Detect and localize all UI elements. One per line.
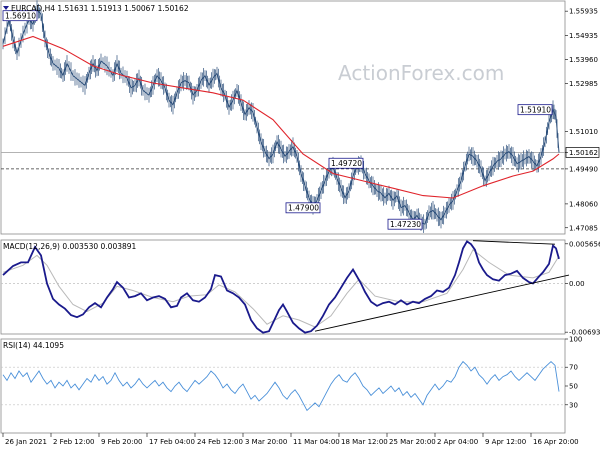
moving-average-line: [2, 35, 560, 199]
price-label-text: 1.56910: [5, 11, 36, 20]
x-tick-label: 18 Mar 12:00: [341, 438, 388, 446]
rsi-panel: [0, 338, 566, 434]
y-tick-label: 1.50162: [569, 149, 598, 157]
price-label: 1.47230: [387, 218, 423, 230]
price-label-box: [2, 10, 38, 22]
x-tick-label: 24 Feb 12:00: [197, 438, 243, 446]
price-label: 1.56910: [2, 10, 38, 22]
x-tick-label: 17 Feb 04:00: [149, 438, 195, 446]
y-tick-label: 1.51010: [569, 128, 598, 136]
price-label-box: [517, 104, 553, 116]
rsi-layer: 100 70 50 30: [1, 336, 582, 412]
macd-signal-line: [2, 249, 560, 328]
y-tick-label: 70: [569, 364, 578, 372]
macd-trendline: [314, 274, 570, 332]
y-tick-label: 100: [569, 336, 582, 344]
macd-panel: [0, 239, 566, 335]
price-label: 1.49720: [328, 157, 364, 169]
price-label: 1.51910: [517, 104, 553, 116]
price-panel: [0, 0, 566, 235]
rsi-line: [2, 360, 560, 412]
y-tick-label: 1.49490: [569, 165, 598, 173]
y-tick-label: 0.00: [569, 280, 585, 288]
x-tick-label: 16 Apr 20:00: [533, 438, 579, 446]
x-tick-label: 9 Feb 20:00: [101, 438, 142, 446]
macd-layer: 0.005656 0.00 -0.006937: [1, 240, 600, 337]
price-label-text: 1.51910: [520, 105, 551, 114]
y-tick-label: 1.55935: [569, 8, 598, 16]
y-tick-label: 1.48060: [569, 200, 598, 208]
x-tick-label: 2 Apr 04:00: [437, 438, 478, 446]
x-tick-label: 26 Jan 2021: [5, 438, 47, 446]
price-label-text: 1.47900: [288, 204, 319, 213]
price-label: 1.47900: [285, 202, 321, 214]
y-tick-label: 1.52985: [569, 80, 598, 88]
x-tick-label: 2 Feb 12:00: [53, 438, 94, 446]
watermark: ActionForex.com: [338, 61, 504, 85]
y-tick-label: 0.005656: [569, 240, 600, 248]
y-tick-label: -0.006937: [569, 329, 600, 337]
macd-line: [2, 240, 560, 334]
price-series: [2, 8, 560, 225]
price-header-arrow: [3, 6, 9, 10]
price-label-text: 1.47230: [390, 220, 421, 229]
rsi-header: RSI(14) 44.1095: [3, 341, 64, 350]
y-tick-label: 1.53960: [569, 56, 598, 64]
y-tick-label: 1.54935: [569, 32, 598, 40]
x-tick-label: 11 Mar 04:00: [293, 438, 340, 446]
y-tick-label: 50: [569, 383, 578, 391]
y-tick-label: 30: [569, 401, 578, 409]
x-tick-label: 9 Apr 12:00: [485, 438, 526, 446]
macd-trendline: [472, 240, 556, 245]
y-tick-label: 1.47085: [569, 224, 598, 232]
x-tick-label: 25 Mar 20:00: [389, 438, 436, 446]
x-tick-label: 3 Mar 20:00: [245, 438, 287, 446]
price-label-text: 1.49720: [331, 159, 362, 168]
price-label-box: [285, 202, 321, 214]
x-axis: 26 Jan 2021 2 Feb 12:00 9 Feb 20:00 17 Feb …: [2, 433, 579, 446]
price-header: EURCAD,H4 1.51631 1.51913 1.50067 1.5016…: [11, 4, 189, 13]
price-layer: 1.55935 1.54935 1.53960 1.52985 1.51010 1.501…: [1, 0, 600, 233]
price-label-box: [387, 218, 423, 230]
price-label-box: [328, 157, 364, 169]
macd-header: MACD(12,26,9) 0.003530 0.003891: [3, 242, 137, 251]
